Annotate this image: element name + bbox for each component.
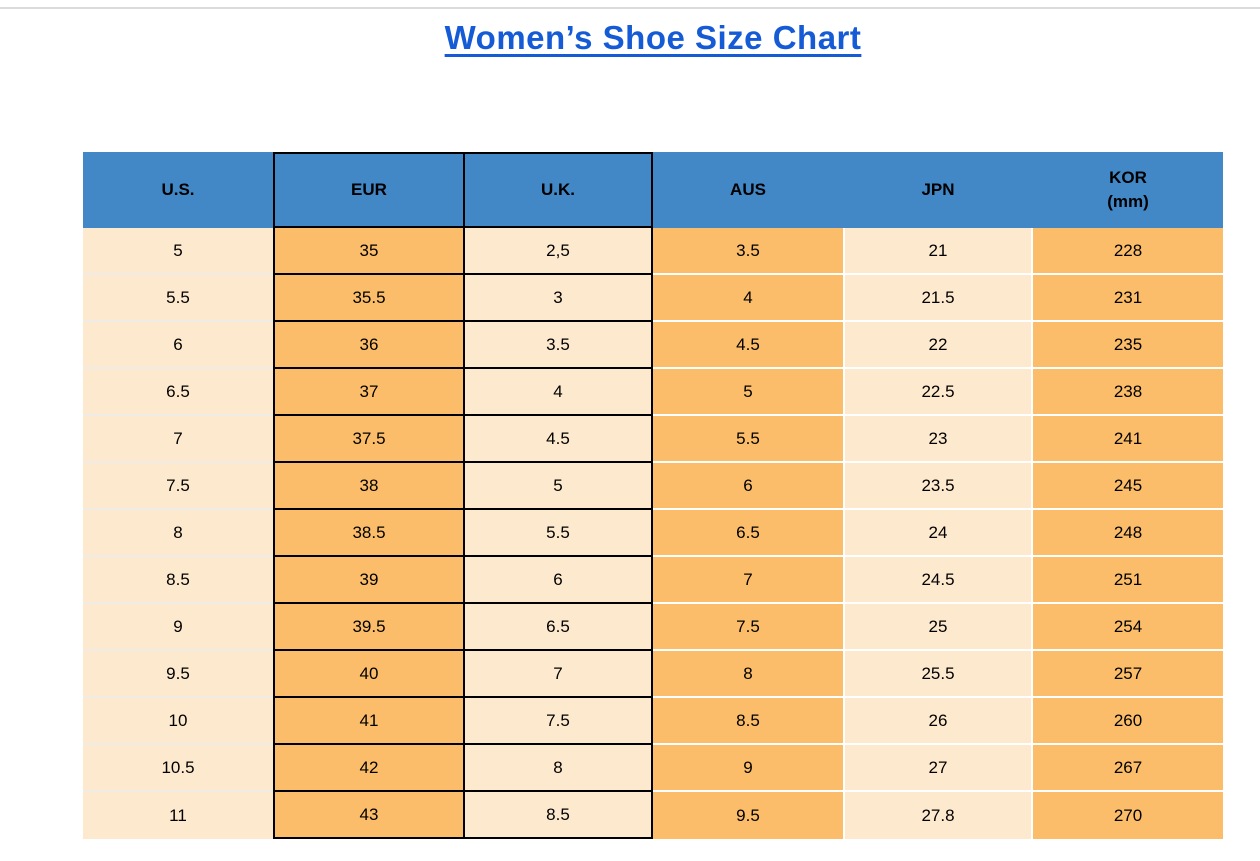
table-cell: 8.5: [463, 792, 653, 839]
table-cell: 5.5: [463, 510, 653, 557]
table-cell: 35: [273, 228, 463, 275]
table-cell: 5.5: [653, 416, 843, 463]
column-header-eur: EUR: [273, 152, 463, 228]
table-cell: 40: [273, 651, 463, 698]
table-cell: 5: [83, 228, 273, 275]
table-cell: 9.5: [83, 651, 273, 698]
table-cell: 22: [843, 322, 1033, 369]
table-cell: 3.5: [653, 228, 843, 275]
table-cell: 39.5: [273, 604, 463, 651]
table-cell: 39: [273, 557, 463, 604]
table-cell: 35.5: [273, 275, 463, 322]
table-cell: 248: [1033, 510, 1223, 557]
table-cell: 4.5: [463, 416, 653, 463]
table-cell: 7: [653, 557, 843, 604]
column-header-kor: KOR (mm): [1033, 152, 1223, 228]
table-cell: 43: [273, 792, 463, 839]
table-cell: 5.5: [83, 275, 273, 322]
table-cell: 6: [463, 557, 653, 604]
title-area: Women’s Shoe Size Chart: [83, 19, 1223, 57]
table-cell: 25.5: [843, 651, 1033, 698]
table-cell: 254: [1033, 604, 1223, 651]
column-header-label: U.K.: [541, 180, 575, 199]
table-cell: 38: [273, 463, 463, 510]
table-cell: 245: [1033, 463, 1223, 510]
table-cell: 11: [83, 792, 273, 839]
table-cell: 21: [843, 228, 1033, 275]
top-divider: [0, 7, 1260, 9]
table-cell: 24.5: [843, 557, 1033, 604]
table-cell: 7.5: [83, 463, 273, 510]
table-cell: 260: [1033, 698, 1223, 745]
table-cell: 4: [463, 369, 653, 416]
table-cell: 235: [1033, 322, 1223, 369]
table-cell: 8: [83, 510, 273, 557]
table-cell: 8: [463, 745, 653, 792]
table-cell: 9: [83, 604, 273, 651]
table-cell: 42: [273, 745, 463, 792]
table-cell: 37.5: [273, 416, 463, 463]
table-cell: 6: [83, 322, 273, 369]
table-cell: 23.5: [843, 463, 1033, 510]
table-cell: 38.5: [273, 510, 463, 557]
column-header-label: U.S.: [161, 180, 195, 199]
table-cell: 36: [273, 322, 463, 369]
column-header-label: JPN: [921, 180, 955, 199]
table-cell: 10.5: [83, 745, 273, 792]
table-cell: 4.5: [653, 322, 843, 369]
table-cell: 21.5: [843, 275, 1033, 322]
table-cell: 7.5: [653, 604, 843, 651]
table-cell: 27.8: [843, 792, 1033, 839]
table-cell: 9.5: [653, 792, 843, 839]
table-cell: 5: [653, 369, 843, 416]
column-header-label: KOR: [1109, 168, 1147, 187]
table-cell: 27: [843, 745, 1033, 792]
table-cell: 8: [653, 651, 843, 698]
table-cell: 228: [1033, 228, 1223, 275]
table-cell: 22.5: [843, 369, 1033, 416]
table-cell: 7: [83, 416, 273, 463]
table-cell: 8.5: [653, 698, 843, 745]
table-cell: 2,5: [463, 228, 653, 275]
table-cell: 6.5: [83, 369, 273, 416]
table-cell: 3: [463, 275, 653, 322]
table-cell: 37: [273, 369, 463, 416]
table-cell: 3.5: [463, 322, 653, 369]
column-header-label: EUR: [351, 180, 387, 199]
table-cell: 26: [843, 698, 1033, 745]
table-cell: 25: [843, 604, 1033, 651]
table-cell: 9: [653, 745, 843, 792]
page-title[interactable]: Women’s Shoe Size Chart: [444, 19, 862, 56]
table-cell: 10: [83, 698, 273, 745]
table-cell: 5: [463, 463, 653, 510]
table-cell: 257: [1033, 651, 1223, 698]
table-cell: 241: [1033, 416, 1223, 463]
table-cell: 23: [843, 416, 1033, 463]
table-cell: 7: [463, 651, 653, 698]
column-header-aus: AUS: [653, 152, 843, 228]
table-cell: 24: [843, 510, 1033, 557]
column-header-uk: U.K.: [463, 152, 653, 228]
table-cell: 6.5: [463, 604, 653, 651]
table-cell: 7.5: [463, 698, 653, 745]
table-cell: 270: [1033, 792, 1223, 839]
shoe-size-table: U.S. EUR U.K. AUS JPN KOR (mm) 5 35 2,5 3.5 21 228 5.…: [83, 152, 1223, 839]
table-cell: 238: [1033, 369, 1223, 416]
table-cell: 41: [273, 698, 463, 745]
table-cell: 4: [653, 275, 843, 322]
table-cell: 6: [653, 463, 843, 510]
column-header-label: AUS: [730, 180, 766, 199]
column-header-sublabel: (mm): [1107, 192, 1149, 211]
table-cell: 231: [1033, 275, 1223, 322]
table-cell: 8.5: [83, 557, 273, 604]
column-header-jpn: JPN: [843, 152, 1033, 228]
table-cell: 251: [1033, 557, 1223, 604]
column-header-us: U.S.: [83, 152, 273, 228]
table-cell: 6.5: [653, 510, 843, 557]
table-cell: 267: [1033, 745, 1223, 792]
